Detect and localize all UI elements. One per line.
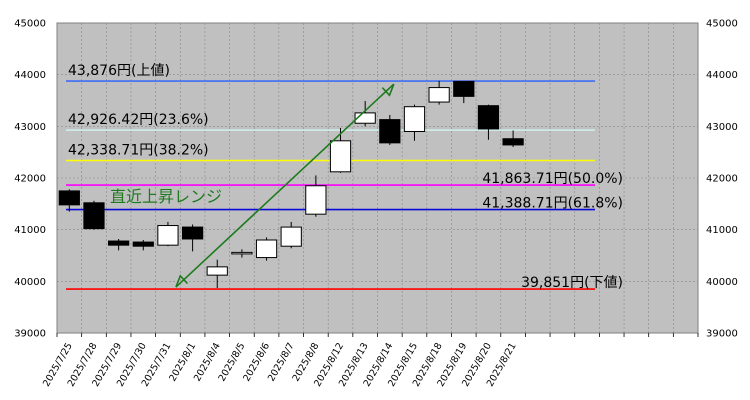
candle-body-down — [477, 105, 500, 130]
candle-body-down — [181, 226, 204, 240]
candle-body-up — [231, 251, 253, 255]
candle-body-up — [255, 239, 278, 259]
y-axis-right: 39000 40000 41000 42000 43000 44000 45000 — [706, 19, 738, 340]
candle-body-up — [428, 87, 450, 103]
candle-body-up — [206, 266, 228, 276]
candle-body-down — [502, 138, 524, 146]
candle-body-up — [329, 140, 352, 173]
level-label: 41,863.71円(50.0%) — [482, 171, 623, 187]
candle-body-up — [305, 185, 327, 215]
level-label: 42,926.42円(23.6%) — [68, 112, 209, 128]
level-lines — [66, 80, 595, 290]
level-labels: 43,876円(上値) 42,926.42円(23.6%) 42,338.71円(3… — [68, 63, 623, 291]
x-axis: 2025/7/252025/7/282025/7/292025/7/302025… — [41, 333, 699, 389]
y-tick-label-right: 41000 — [706, 225, 738, 236]
level-label: 42,338.71円(38.2%) — [68, 142, 209, 158]
range-annotation: 直近上昇レンジ — [110, 83, 395, 288]
candle-body-down — [58, 190, 80, 206]
y-tick-label-right: 39000 — [706, 329, 738, 340]
y-tick-label-right: 42000 — [706, 174, 738, 185]
candle-body-up — [403, 106, 426, 132]
y-tick-label-left: 45000 — [14, 19, 46, 30]
range-arrow-head — [175, 274, 188, 288]
y-tick-label-left: 44000 — [14, 70, 46, 81]
y-tick-label-right: 43000 — [706, 122, 738, 133]
range-arrow-head — [381, 83, 395, 97]
candle-body-up — [354, 112, 376, 124]
candle-body-up — [280, 226, 302, 247]
y-tick-label-left: 42000 — [14, 174, 46, 185]
level-label: 43,876円(上値) — [68, 63, 170, 79]
candle-body-down — [453, 80, 475, 97]
y-tick-label-right: 44000 — [706, 70, 738, 81]
candle-body-down — [108, 240, 130, 246]
range-label: 直近上昇レンジ — [110, 187, 222, 206]
level-label: 39,851円(下値) — [521, 275, 623, 291]
range-arrow-line — [175, 83, 395, 288]
candle-body-down — [83, 202, 105, 230]
candle-body-down — [379, 119, 401, 144]
candle-body-down — [132, 241, 154, 247]
y-tick-label-left: 43000 — [14, 122, 46, 133]
y-axis-left: 39000 40000 41000 42000 43000 44000 45000 — [14, 19, 46, 340]
grid-lines — [57, 23, 698, 333]
y-tick-label-right: 40000 — [706, 277, 738, 288]
candle-body-up — [157, 225, 179, 246]
y-tick-label-right: 45000 — [706, 19, 738, 30]
level-label: 41,388.71円(61.8%) — [482, 196, 623, 212]
y-tick-label-left: 41000 — [14, 225, 46, 236]
y-tick-label-left: 40000 — [14, 277, 46, 288]
candles — [58, 80, 524, 289]
y-tick-label-left: 39000 — [14, 329, 46, 340]
